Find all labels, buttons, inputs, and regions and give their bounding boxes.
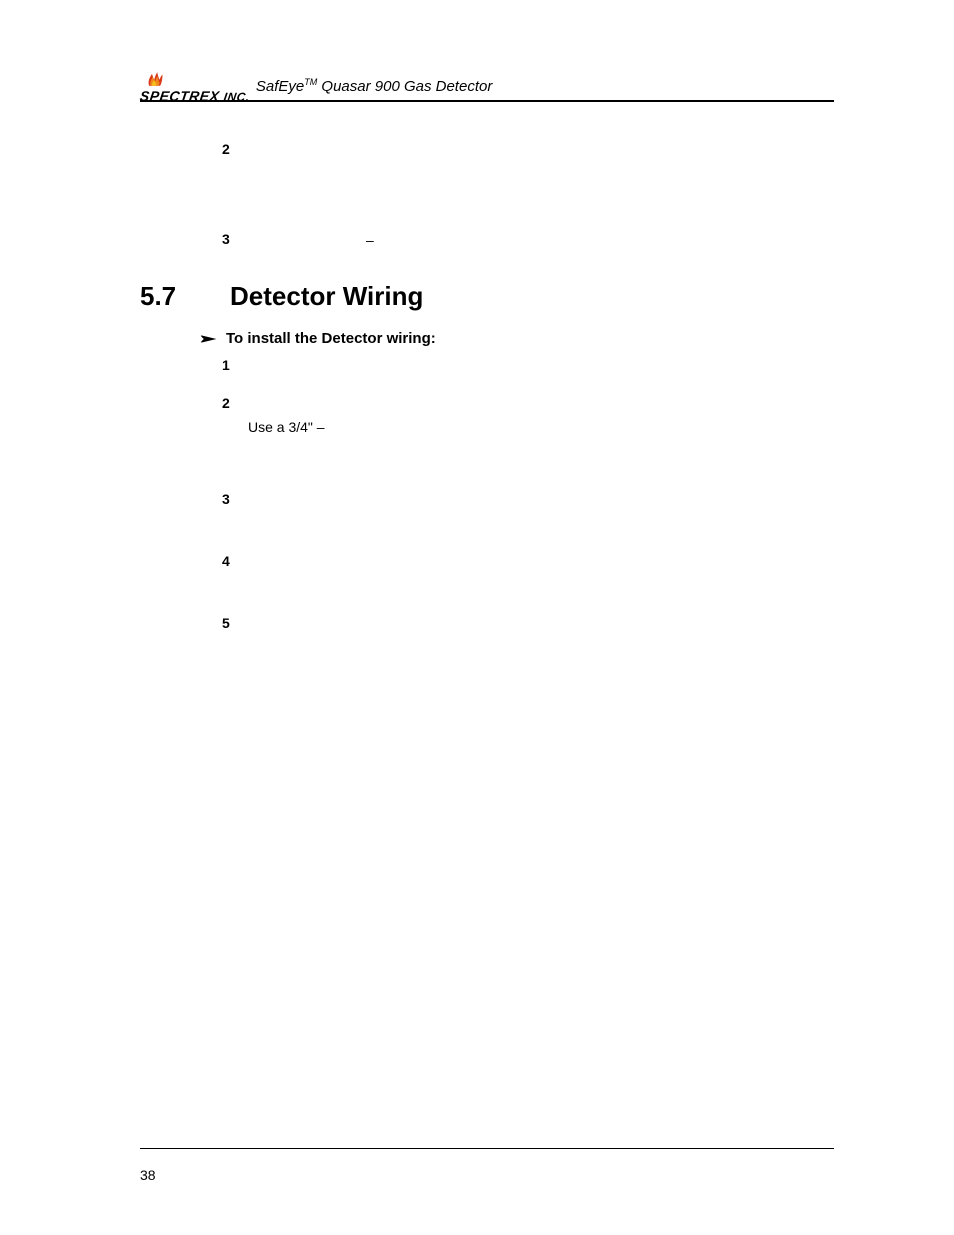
- document-page: SPECTREX INC. SafEyeTM Quasar 900 Gas De…: [0, 0, 954, 1235]
- step-number: 3: [222, 491, 246, 507]
- step-note: Use a 3/4" –: [248, 419, 834, 435]
- page-header: SPECTREX INC. SafEyeTM Quasar 900 Gas De…: [140, 70, 834, 96]
- brand-suffix: INC.: [223, 90, 251, 104]
- step-number: 5: [222, 615, 246, 631]
- arrow-icon: [200, 333, 218, 345]
- flame-icon: [146, 72, 164, 86]
- page-number: 38: [140, 1167, 156, 1183]
- trademark: TM: [304, 77, 317, 87]
- section-title: Detector Wiring: [230, 281, 423, 312]
- wiring-step: 4: [222, 553, 834, 605]
- upper-steps: 23–: [140, 138, 834, 253]
- footer-rule: [140, 1148, 834, 1149]
- wiring-step: 5: [222, 615, 834, 643]
- section-heading: 5.7 Detector Wiring: [140, 281, 834, 312]
- header-product-title: SafEyeTM Quasar 900 Gas Detector: [256, 77, 492, 96]
- brand-prefix: SPECTREX: [139, 88, 221, 104]
- list-step: 2: [222, 138, 834, 164]
- product-line: SafEye: [256, 78, 304, 95]
- step-number: 4: [222, 553, 246, 569]
- step-number: 2: [222, 395, 246, 411]
- wiring-step: 2Use a 3/4" –: [222, 395, 834, 481]
- wiring-step: 1: [222, 357, 834, 385]
- step-number: 1: [222, 357, 246, 373]
- step-number: 2: [222, 138, 246, 160]
- step-number: 3: [222, 228, 246, 250]
- list-step: 3–: [222, 228, 834, 254]
- section-number: 5.7: [140, 281, 230, 312]
- wiring-steps: 1 2Use a 3/4" – 3 4 5: [222, 357, 834, 643]
- step-trailing: –: [366, 232, 374, 248]
- procedure-title: To install the Detector wiring:: [226, 330, 436, 347]
- page-content: 23– 5.7 Detector Wiring To install the D…: [140, 138, 834, 643]
- procedure-heading: To install the Detector wiring:: [200, 330, 834, 347]
- product-rest: Quasar 900 Gas Detector: [317, 78, 492, 95]
- wiring-step: 3: [222, 491, 834, 543]
- spacer: [140, 172, 834, 228]
- brand-logo: SPECTREX INC.: [140, 70, 250, 96]
- brand-text: SPECTREX INC.: [139, 88, 251, 104]
